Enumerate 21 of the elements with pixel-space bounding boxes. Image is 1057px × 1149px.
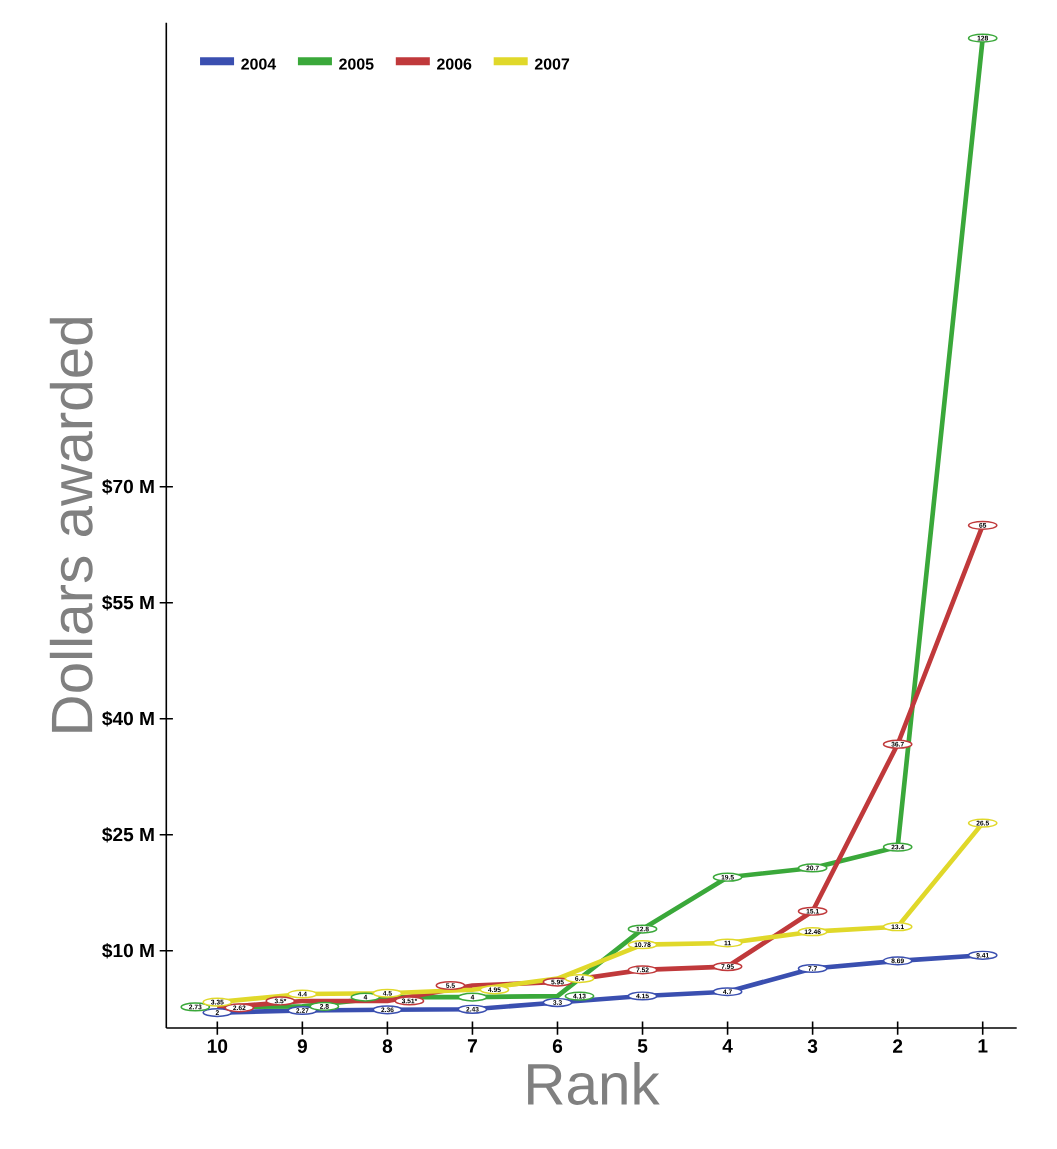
x-tick-label: 3 xyxy=(807,1039,818,1053)
x-tick-label: 4 xyxy=(722,1039,733,1053)
x-tick-label: 6 xyxy=(552,1039,563,1053)
y-tick-label: $40 M xyxy=(102,710,154,727)
y-tick-label: $70 M xyxy=(102,478,154,495)
x-tick-label: 7 xyxy=(467,1039,477,1053)
x-tick-label: 10 xyxy=(207,1039,228,1053)
y-axis-title: Dollars awarded xyxy=(49,318,93,732)
x-axis-title: Rank xyxy=(528,1062,660,1105)
y-tick-label: $10 M xyxy=(102,942,154,959)
y-tick-label: $25 M xyxy=(102,826,154,843)
x-tick-label: 2 xyxy=(892,1039,903,1053)
legend-label: 2007 xyxy=(534,58,570,70)
legend-label: 2005 xyxy=(339,58,374,70)
legend-label: 2006 xyxy=(436,58,472,70)
y-tick-label: $55 M xyxy=(102,594,154,611)
x-tick-label: 9 xyxy=(297,1039,307,1053)
x-tick-label: 5 xyxy=(637,1039,648,1053)
legend-label: 2004 xyxy=(241,58,276,70)
x-tick-label: 1 xyxy=(978,1039,988,1053)
x-tick-label: 8 xyxy=(382,1039,393,1053)
